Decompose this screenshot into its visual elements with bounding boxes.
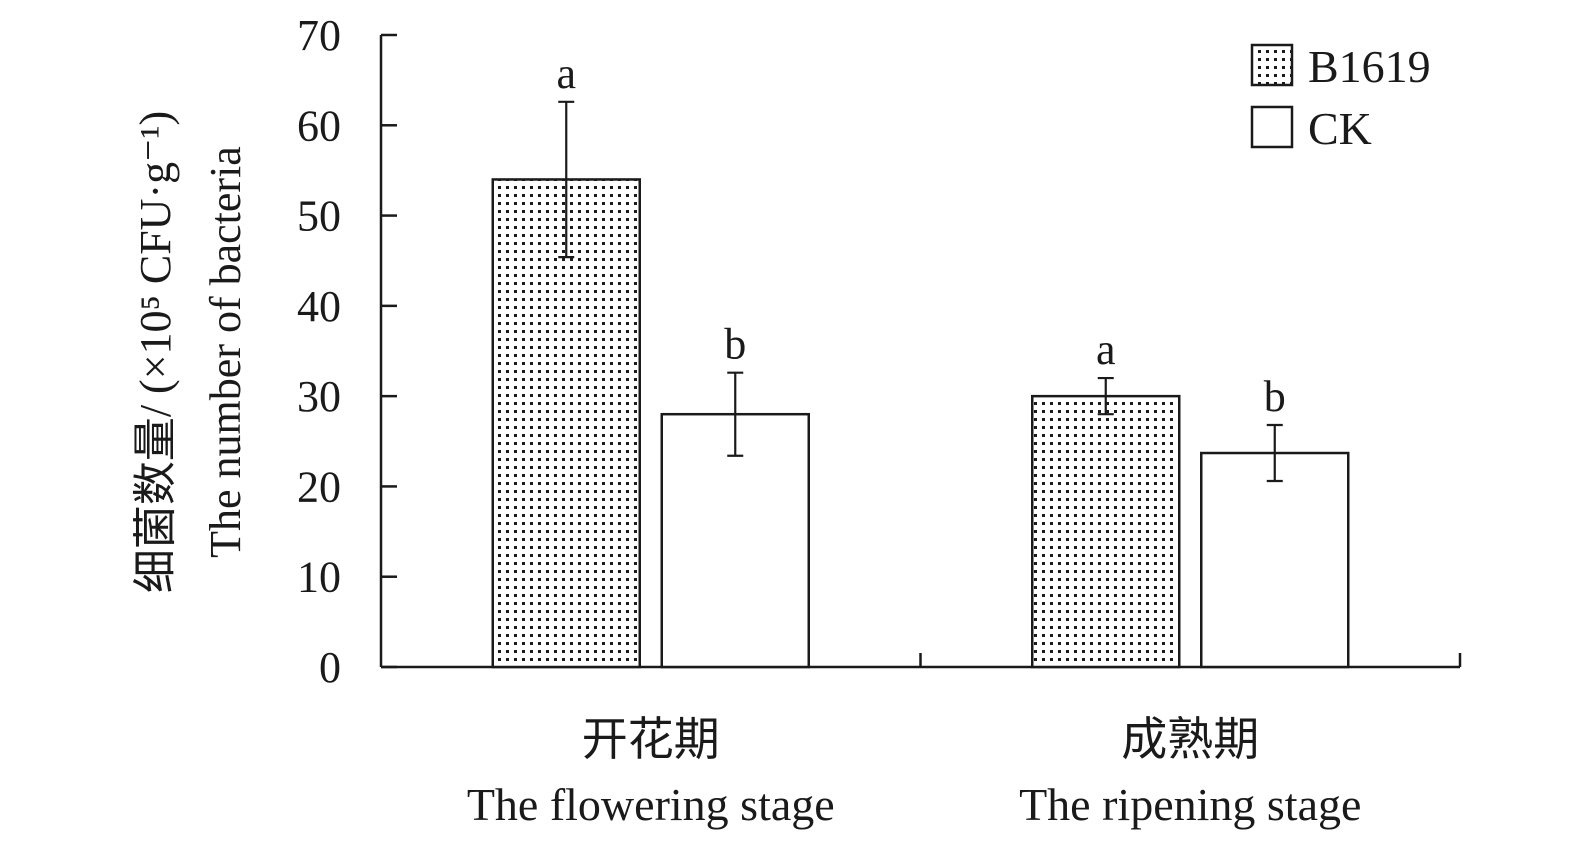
y-tick-label: 0 [319,643,341,692]
y-axis-title: 细菌数量/ (×10⁵ CFU·g⁻¹) The number of bacte… [131,111,250,593]
significance-label: b [724,320,746,369]
legend-label-ck: CK [1308,103,1372,154]
x-category-label-en: The ripening stage [1019,779,1361,830]
bar-ck-2 [1200,451,1350,669]
significance-label: a [1096,325,1116,374]
y-tick-label: 20 [297,462,341,511]
significance-label: b [1264,372,1286,421]
x-category-label-en: The flowering stage [467,779,835,830]
y-tick-label: 50 [297,192,341,241]
y-axis-title-zh: 细菌数量/ (×10⁵ CFU·g⁻¹) [131,111,180,593]
bar-b1619-2 [1031,394,1181,669]
legend: B1619 CK [1250,41,1431,154]
legend-swatch-b1619 [1250,43,1294,87]
legend-label-b1619: B1619 [1308,41,1431,92]
y-tick-label: 60 [297,101,341,150]
y-tick-label: 70 [297,11,341,60]
y-tick-label: 30 [297,372,341,421]
legend-swatch-ck [1250,105,1294,149]
y-axis-title-en: The number of bacteria [201,146,250,558]
x-category-label-zh: 成熟期 [1121,714,1259,765]
x-category-label-zh: 开花期 [582,714,720,765]
y-tick-label: 10 [297,553,341,602]
bars: a b a b [491,49,1350,669]
y-tick-label: 40 [297,282,341,331]
axes: 0 10 20 30 40 50 60 70 开花期 The flowering stage 成熟期… [297,11,1462,830]
significance-label: a [556,49,576,98]
